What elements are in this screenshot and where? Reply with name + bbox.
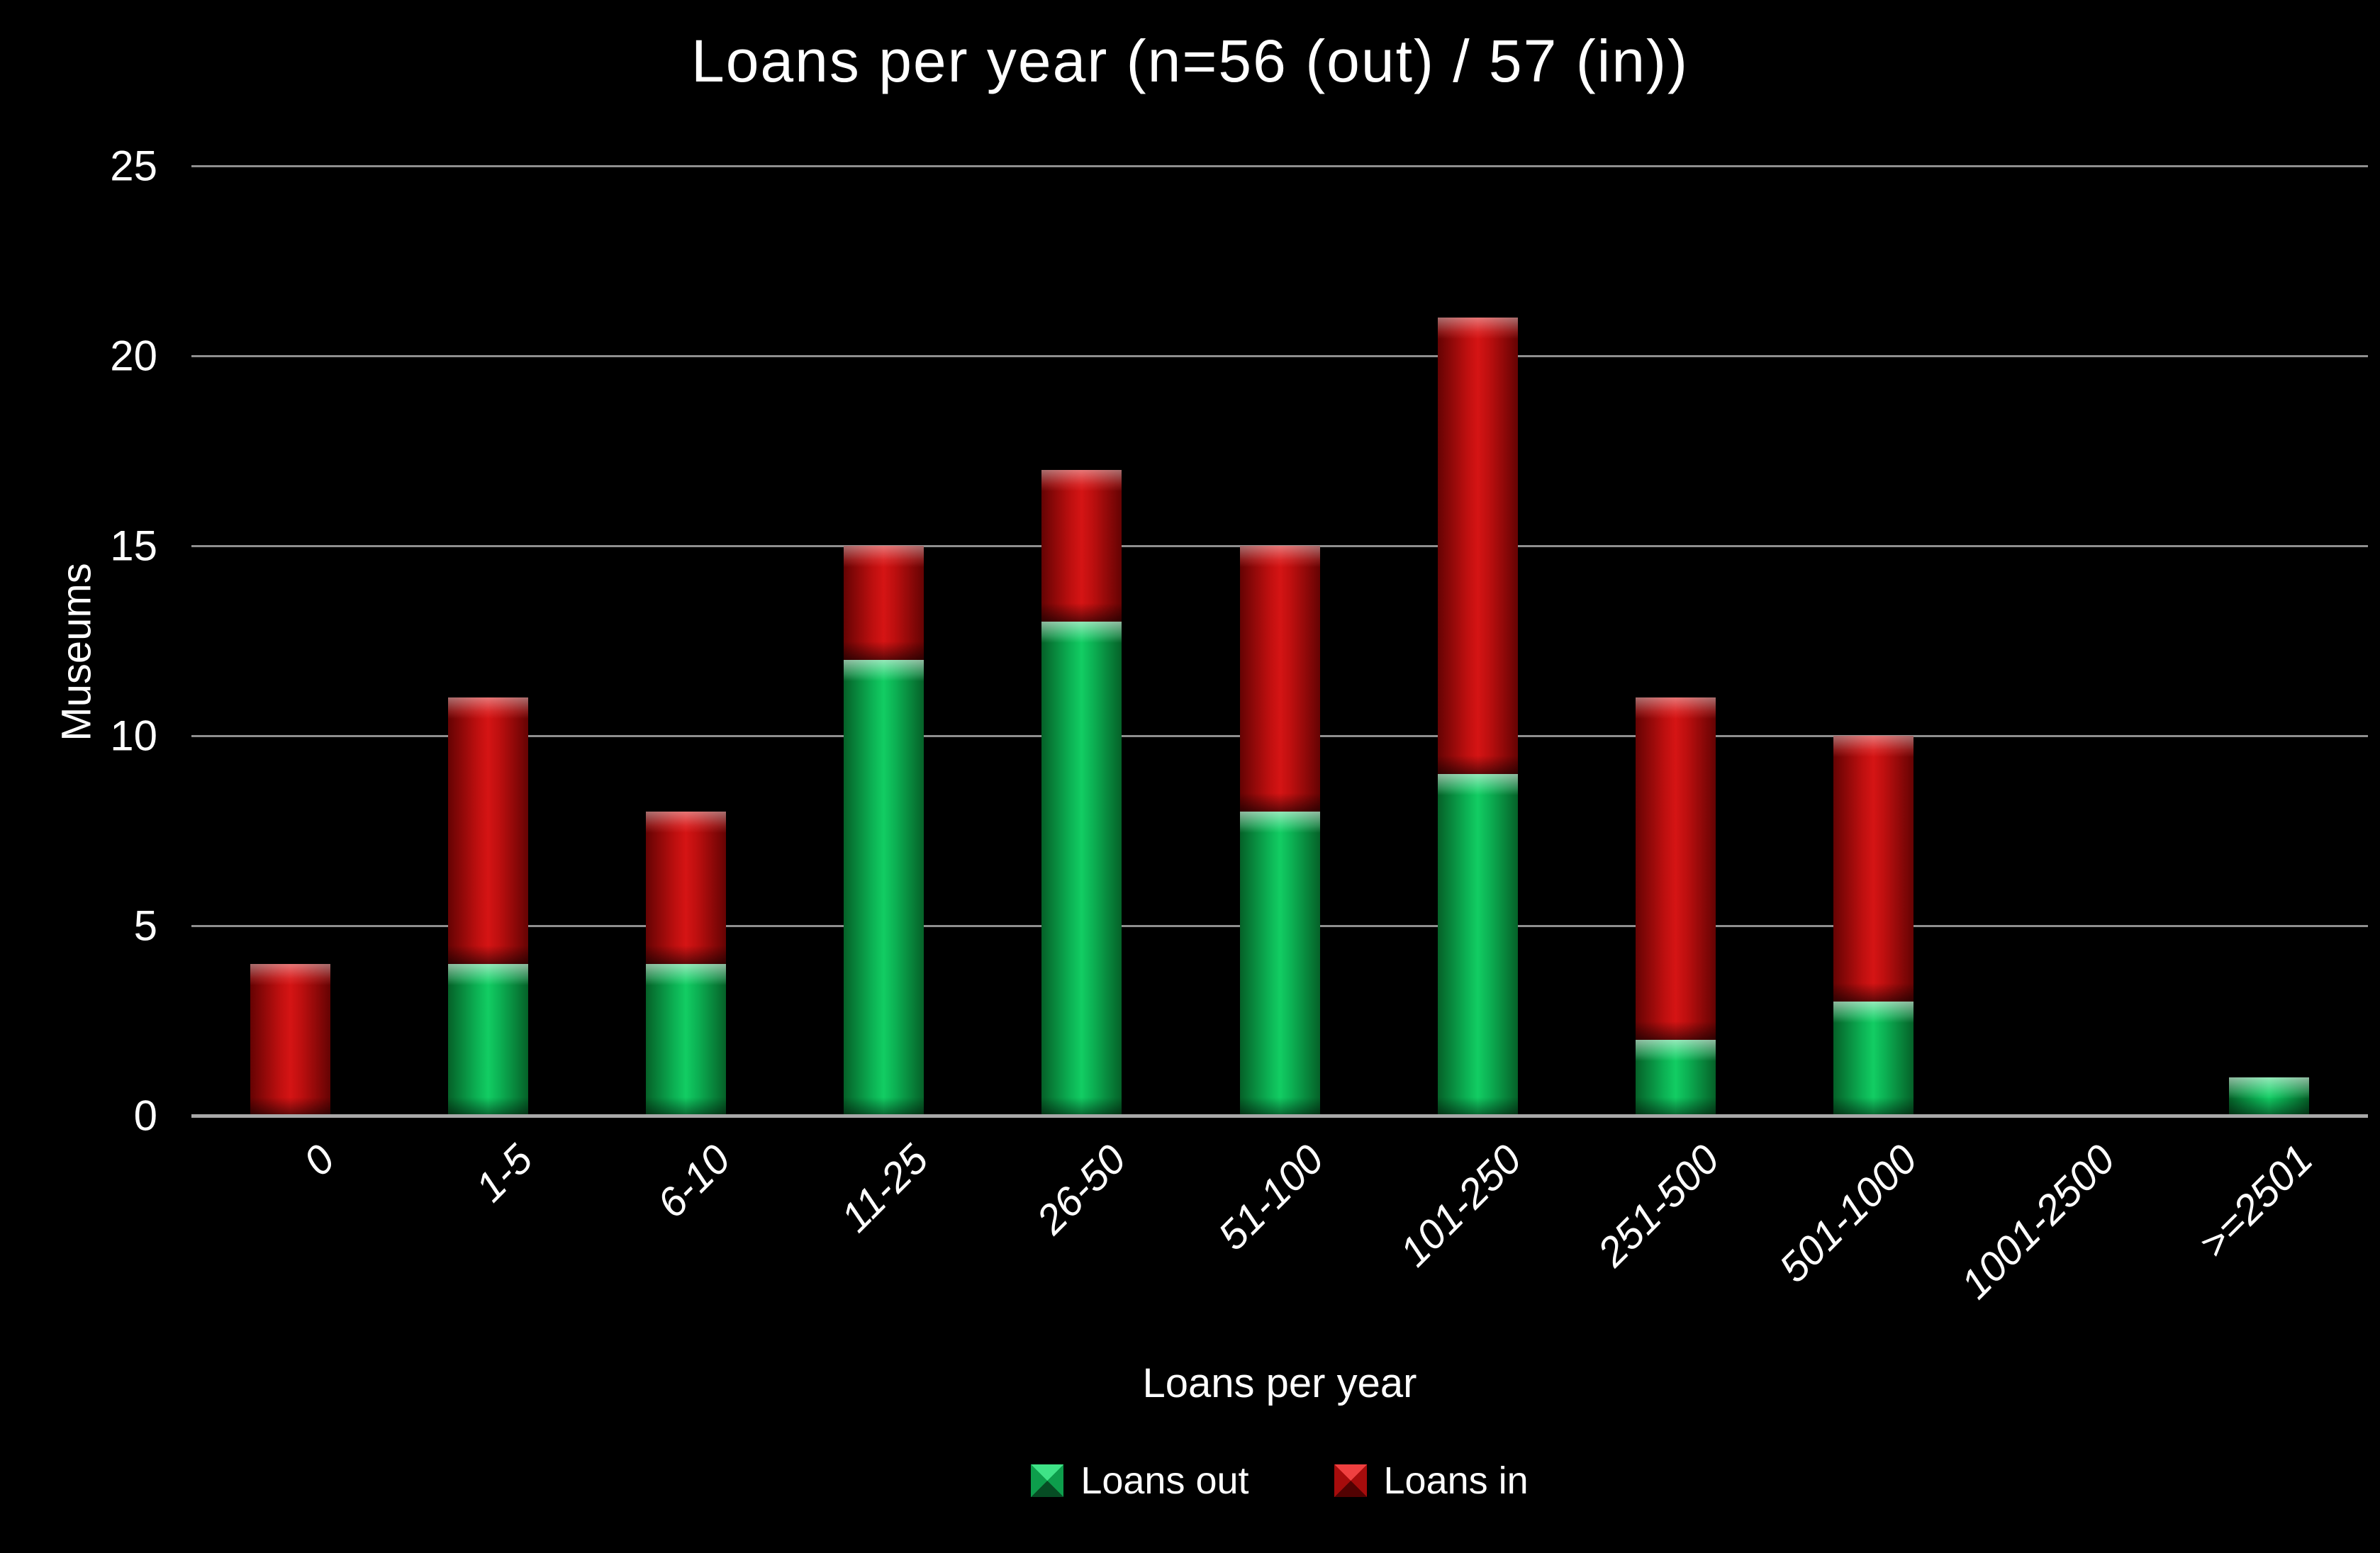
bar-segment-loans_in-0 xyxy=(250,963,331,1116)
bar-segment-loans_out-26-50 xyxy=(1041,622,1122,1116)
chart-title: Loans per year (n=56 (out) / 57 (in)) xyxy=(691,28,1689,94)
bar-stack-1-5 xyxy=(448,697,529,1116)
x-axis-title: Loans per year xyxy=(1142,1360,1417,1406)
bar-stack-0 xyxy=(250,963,331,1116)
bar-segment-loans_in-26-50 xyxy=(1041,469,1122,622)
legend-marker-loans_in-icon xyxy=(1334,1464,1367,1497)
bar-segment-loans_in-251-500 xyxy=(1635,697,1716,1040)
legend-label-loans_in: Loans in xyxy=(1383,1459,1529,1502)
bar-stack-101-250 xyxy=(1437,318,1518,1116)
y-tick-label: 20 xyxy=(110,332,157,380)
y-tick-label: 15 xyxy=(110,522,157,570)
bar-stack-11-25 xyxy=(844,546,924,1116)
bar-segment-loans_out-501-1000 xyxy=(1833,1002,1914,1116)
bar-stack->=2501 xyxy=(2228,1077,2309,1116)
bar-segment-loans_in-501-1000 xyxy=(1833,736,1914,1002)
bar-segment-loans_in-51-100 xyxy=(1239,546,1320,812)
bar-segment-loans_in-11-25 xyxy=(844,546,924,660)
bar-segment-loans_out-251-500 xyxy=(1635,1039,1716,1116)
bar-stack-51-100 xyxy=(1239,546,1320,1116)
gridline xyxy=(191,164,2368,167)
bar-segment-loans_in-1-5 xyxy=(448,697,529,964)
legend-label-loans_out: Loans out xyxy=(1080,1459,1249,1502)
legend-marker-loans_out-icon xyxy=(1031,1464,1064,1497)
y-axis-tick-labels: 0 5 10 15 20 25 xyxy=(0,142,170,1140)
x-axis-line xyxy=(191,1114,2368,1118)
bar-stack-26-50 xyxy=(1041,469,1122,1116)
bar-segment-loans_out-6-10 xyxy=(646,963,727,1116)
gridline xyxy=(191,354,2368,357)
bar-stack-501-1000 xyxy=(1833,736,1914,1116)
bar-stack-6-10 xyxy=(646,812,727,1116)
plot-area xyxy=(191,164,2368,1118)
legend-item-loans_in: Loans in xyxy=(1334,1459,1529,1503)
bar-stack-251-500 xyxy=(1635,697,1716,1116)
bar-segment-loans_out->=2501 xyxy=(2228,1077,2309,1116)
legend: Loans out Loans in xyxy=(191,1459,2368,1503)
gridline xyxy=(191,544,2368,547)
bar-segment-loans_out-11-25 xyxy=(844,659,924,1116)
legend-item-loans_out: Loans out xyxy=(1031,1459,1249,1503)
bar-segment-loans_in-6-10 xyxy=(646,812,727,964)
bar-segment-loans_out-51-100 xyxy=(1239,812,1320,1116)
bar-segment-loans_out-101-250 xyxy=(1437,773,1518,1116)
y-tick-label: 10 xyxy=(110,712,157,760)
y-tick-label: 5 xyxy=(133,902,157,950)
y-tick-label: 25 xyxy=(110,142,157,190)
bar-segment-loans_out-1-5 xyxy=(448,963,529,1116)
bar-segment-loans_in-101-250 xyxy=(1437,318,1518,774)
y-tick-label: 0 xyxy=(133,1092,157,1140)
